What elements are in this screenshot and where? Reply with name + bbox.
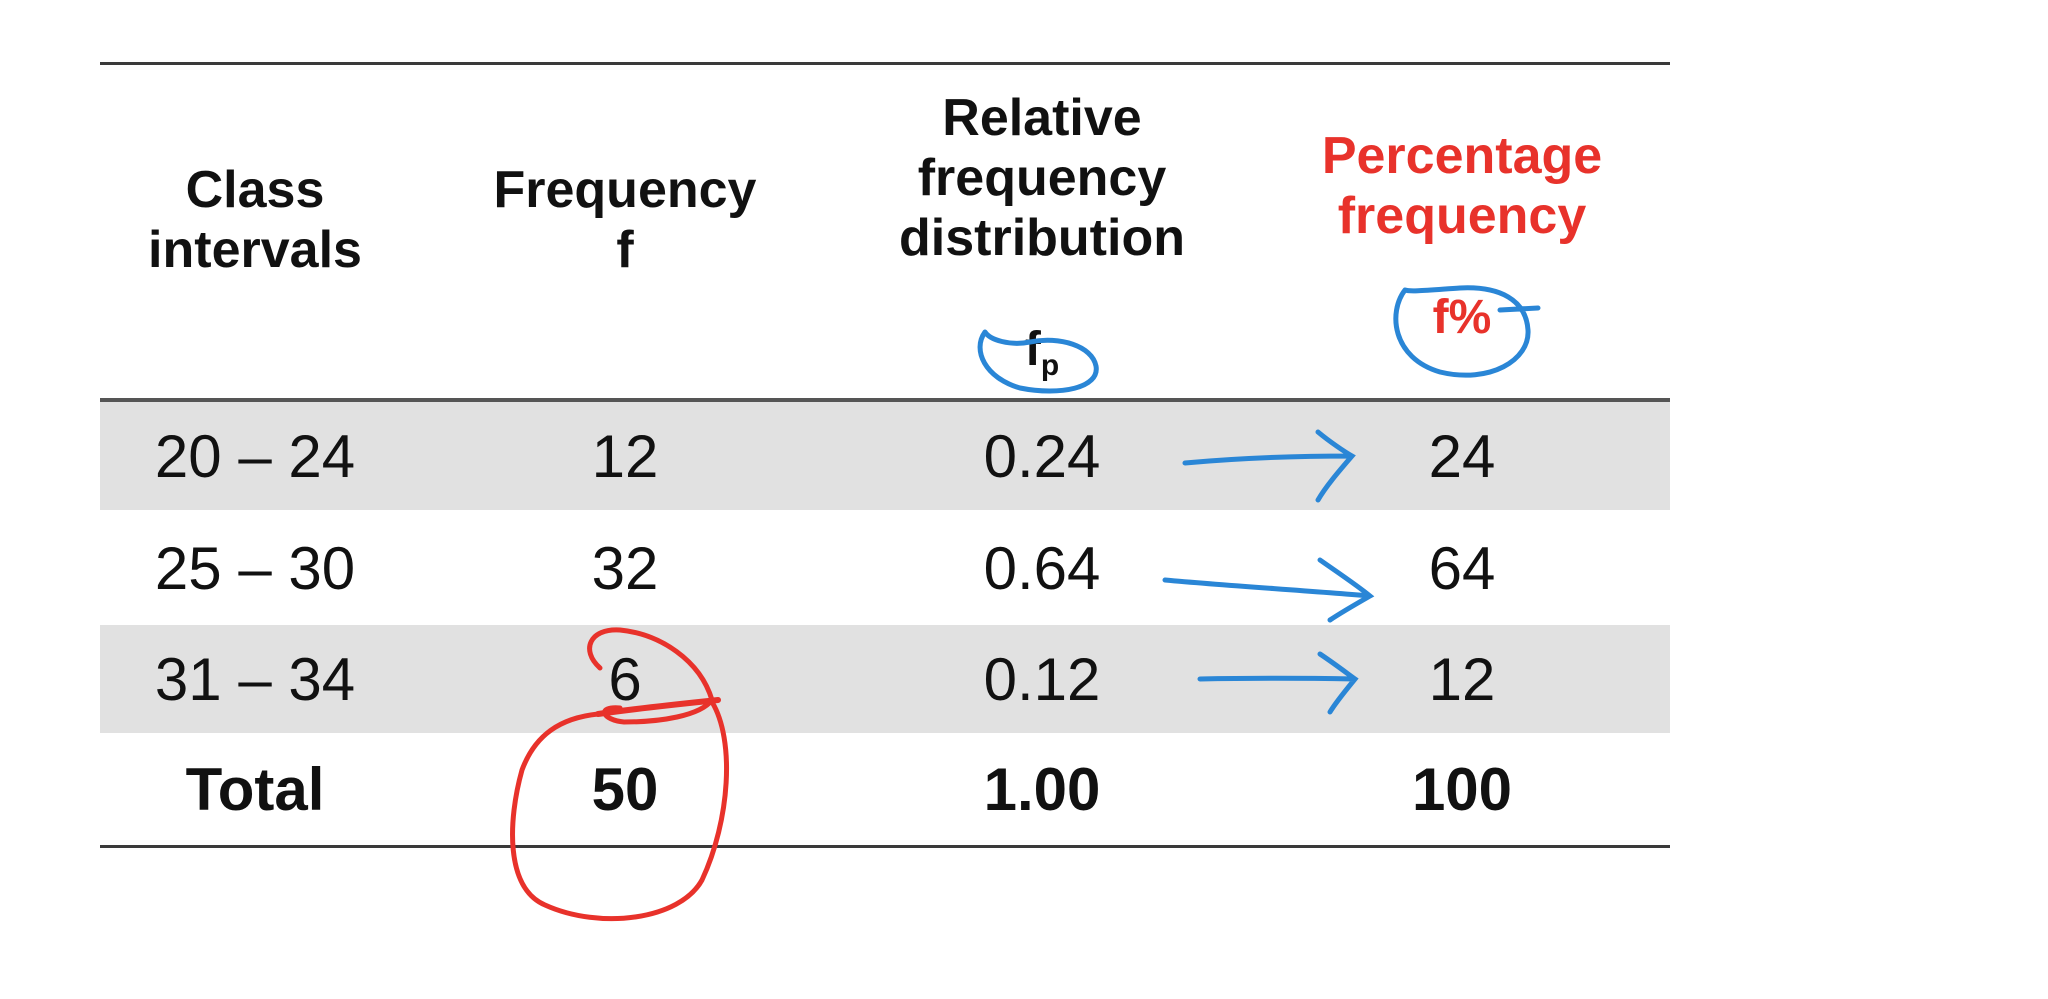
table-cell: 12 <box>591 423 659 490</box>
total-frequency: 50 <box>591 756 659 823</box>
total-label: Total <box>185 756 325 823</box>
header-rule <box>100 398 1670 402</box>
table-cell: 6 <box>608 646 642 713</box>
table-cell: 20 – 24 <box>154 423 356 490</box>
header-relative-frequency: Relative frequency distribution <box>899 89 1185 267</box>
row-band <box>100 402 1670 510</box>
table-cell: 25 – 30 <box>154 535 356 602</box>
row-band <box>100 625 1670 733</box>
header-percentage-frequency: Percentage frequency <box>1321 127 1603 245</box>
total-percentage: 100 <box>1411 756 1513 823</box>
header-frequency: Frequency f <box>493 161 757 279</box>
table-cell: 0.24 <box>983 423 1101 490</box>
table-cell: 24 <box>1428 423 1496 490</box>
table-cell: 12 <box>1428 646 1496 713</box>
header-class-intervals: Class intervals <box>148 161 362 279</box>
table-cell: 31 – 34 <box>154 646 356 713</box>
table-cell: 64 <box>1428 535 1496 602</box>
symbol-fp: fp <box>1024 323 1060 382</box>
table-top-rule <box>100 62 1670 65</box>
table-cell: 32 <box>591 535 659 602</box>
total-relative: 1.00 <box>983 756 1101 823</box>
table-cell: 0.12 <box>983 646 1101 713</box>
table-bottom-rule <box>100 845 1670 848</box>
symbol-f-percent: f% <box>1432 291 1492 344</box>
table-cell: 0.64 <box>983 535 1101 602</box>
